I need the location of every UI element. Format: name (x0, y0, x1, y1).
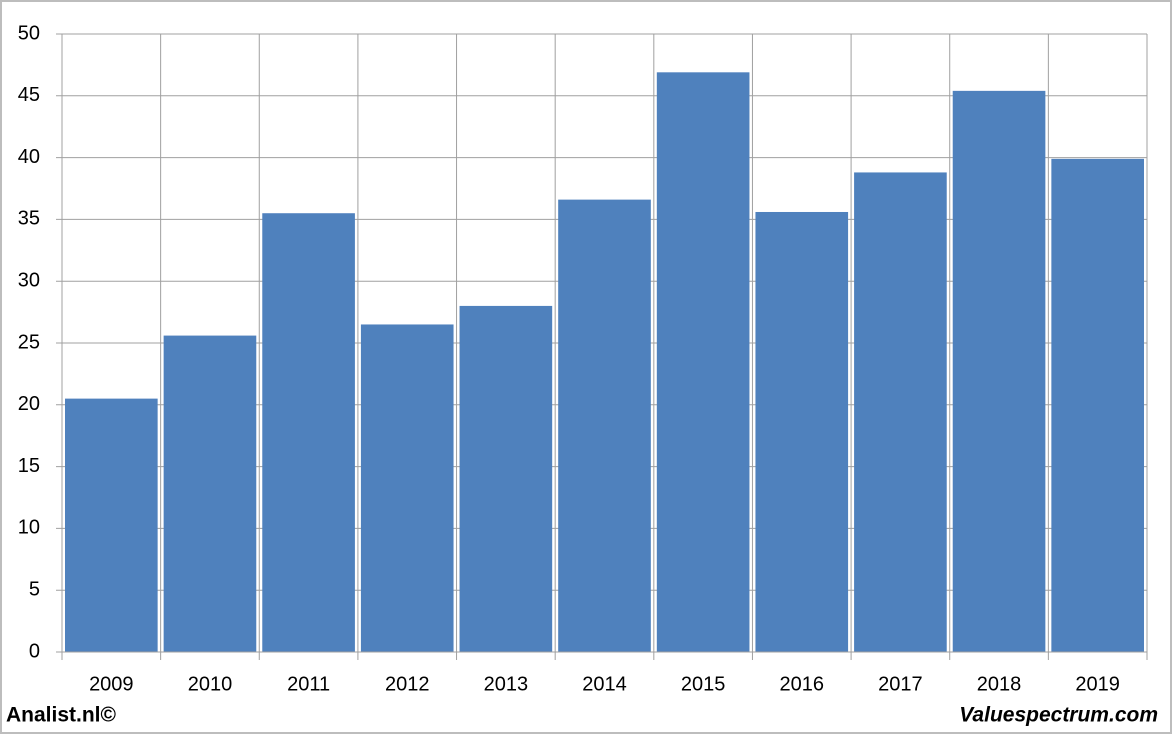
bar (163, 335, 257, 652)
x-tick-label: 2012 (385, 673, 430, 695)
y-tick-label: 20 (18, 393, 40, 415)
bar (262, 213, 355, 652)
y-tick-label: 25 (18, 331, 40, 353)
bar (854, 172, 947, 652)
y-tick-label: 10 (18, 517, 40, 539)
bar (558, 199, 651, 652)
bar (952, 90, 1046, 652)
y-tick-label: 0 (29, 640, 40, 662)
x-tick-label: 2019 (1075, 673, 1120, 695)
x-tick-label: 2015 (681, 673, 726, 695)
x-tick-label: 2014 (582, 673, 627, 695)
x-tick-label: 2018 (977, 673, 1022, 695)
x-tick-label: 2011 (287, 673, 330, 695)
y-tick-label: 35 (18, 208, 40, 230)
y-tick-label: 45 (18, 84, 40, 106)
footer-right: Valuespectrum.com (959, 704, 1158, 727)
y-tick-label: 15 (18, 455, 40, 477)
x-tick-label: 2010 (188, 673, 233, 695)
y-tick-label: 5 (29, 578, 40, 600)
bar (360, 324, 454, 652)
x-tick-label: 2013 (484, 673, 529, 695)
x-tick-label: 2017 (878, 673, 923, 695)
bar (755, 211, 849, 652)
y-tick-label: 30 (18, 269, 40, 291)
bar (656, 72, 750, 653)
footer-left: Analist.nl© (6, 704, 117, 727)
x-tick-label: 2009 (89, 673, 134, 695)
y-tick-label: 50 (18, 22, 40, 44)
y-tick-label: 40 (18, 146, 40, 168)
bar (459, 305, 553, 652)
bar (65, 398, 158, 652)
bar (1051, 158, 1144, 652)
x-tick-label: 2016 (780, 673, 825, 695)
